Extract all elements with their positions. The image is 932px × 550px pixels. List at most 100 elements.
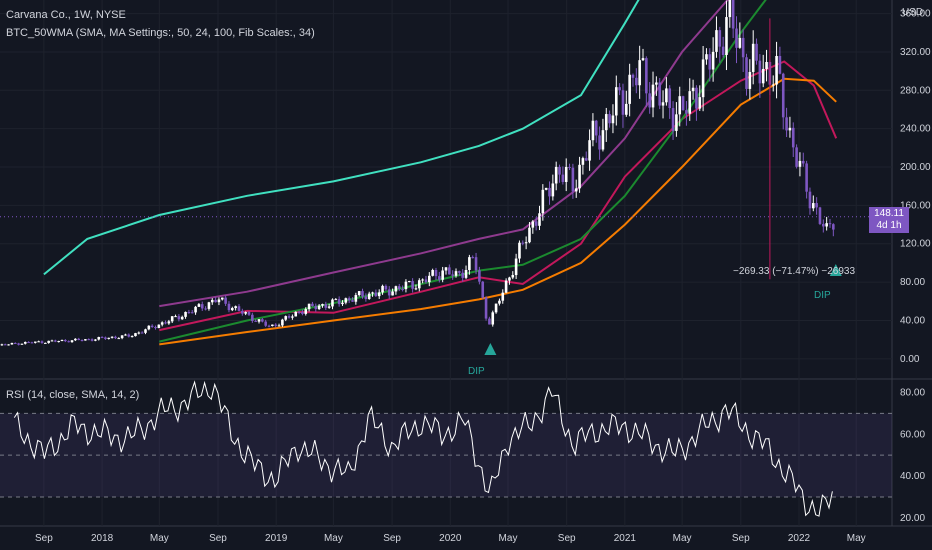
candle-body	[631, 74, 635, 78]
time-tick-label: Sep	[732, 533, 750, 544]
candle-body	[604, 114, 608, 131]
candle-body	[321, 304, 324, 306]
candle-body	[291, 316, 294, 318]
candle-body	[805, 163, 808, 192]
candle-body	[558, 166, 561, 175]
candle-body	[224, 297, 227, 304]
candle-body	[311, 303, 314, 307]
time-tick-label: May	[673, 533, 692, 544]
candle-body	[675, 114, 678, 131]
candle-body	[397, 286, 401, 290]
candle-body	[621, 90, 625, 115]
candle-body	[601, 130, 605, 150]
candle-body	[140, 332, 144, 334]
indicator-legend[interactable]: BTC_50WMA (SMA, MA Settings:, 50, 24, 10…	[6, 27, 315, 39]
candle-body	[297, 311, 301, 313]
candle-body	[204, 308, 207, 310]
candle-body	[491, 312, 495, 325]
candle-body	[685, 110, 688, 114]
candle-body	[755, 43, 758, 61]
candle-body	[144, 329, 147, 333]
candle-body	[274, 324, 278, 326]
candle-body	[257, 319, 261, 322]
candle-body	[534, 221, 538, 226]
candle-body	[7, 344, 10, 346]
candle-body	[494, 303, 498, 313]
candle-body	[217, 299, 221, 303]
candle-body	[471, 257, 475, 259]
candle-body	[220, 297, 224, 300]
candle-body	[37, 341, 40, 343]
rsi-legend[interactable]: RSI (14, close, SMA, 14, 2)	[6, 389, 140, 401]
candle-body	[775, 55, 778, 85]
candle-body	[748, 71, 752, 89]
candle-body	[247, 312, 251, 315]
candle-body	[705, 54, 708, 60]
candle-body	[655, 82, 658, 85]
candle-body	[414, 288, 418, 290]
candle-body	[317, 305, 321, 310]
rsi-tick-label: 60.00	[900, 429, 925, 440]
candle-body	[811, 203, 815, 209]
candle-body	[745, 57, 748, 89]
candle-body	[478, 270, 481, 282]
candle-body	[751, 43, 755, 72]
candle-body	[504, 280, 508, 293]
candle-body	[384, 285, 388, 290]
candle-body	[421, 279, 424, 281]
candle-body	[698, 97, 702, 109]
candle-body	[164, 322, 167, 324]
candle-body	[367, 293, 371, 299]
candle-body	[464, 270, 468, 278]
dip-label-2020: DIP	[468, 366, 485, 377]
candle-body	[344, 298, 348, 303]
candle-body	[20, 343, 24, 345]
candle-body	[441, 270, 444, 280]
candle-body	[454, 271, 458, 276]
candle-body	[614, 87, 618, 116]
candle-body	[781, 73, 785, 118]
candle-body	[10, 342, 14, 345]
candle-body	[264, 321, 267, 326]
rsi-tick-label: 20.00	[900, 513, 925, 524]
price-tick-label: 160.00	[900, 200, 931, 211]
candle-body	[44, 342, 47, 344]
candle-body	[822, 223, 825, 227]
candle-body	[568, 166, 571, 168]
candle-body	[231, 308, 234, 311]
candle-body	[30, 342, 34, 344]
candle-body	[571, 167, 575, 192]
candle-body	[541, 189, 545, 214]
candle-body	[825, 223, 828, 227]
candle-body	[832, 224, 835, 230]
candle-body	[124, 334, 127, 336]
candle-body	[267, 325, 271, 327]
candle-body	[528, 227, 531, 243]
price-tick-label: 320.00	[900, 47, 931, 58]
candle-body	[54, 340, 57, 342]
price-tick-label: 280.00	[900, 85, 931, 96]
candle-body	[725, 17, 728, 55]
candle-body	[187, 311, 191, 313]
candle-body	[271, 324, 274, 327]
candle-body	[511, 275, 515, 278]
candle-body	[394, 286, 398, 292]
candle-body	[671, 108, 675, 131]
candle-body	[47, 340, 50, 343]
candle-body	[431, 269, 434, 276]
last-price-value: 148.11	[874, 208, 904, 219]
candle-body	[681, 96, 685, 111]
candle-body	[711, 51, 715, 70]
rsi-tick-label: 40.00	[900, 471, 925, 482]
price-tick-label: 0.00	[900, 354, 920, 365]
candle-body	[588, 140, 591, 161]
candle-body	[508, 277, 511, 281]
candle-body	[137, 332, 141, 334]
candle-body	[581, 158, 585, 165]
candle-body	[578, 164, 581, 189]
candle-body	[564, 166, 568, 182]
time-tick-label: May	[150, 533, 169, 544]
candle-body	[374, 292, 378, 297]
candle-body	[357, 291, 361, 296]
